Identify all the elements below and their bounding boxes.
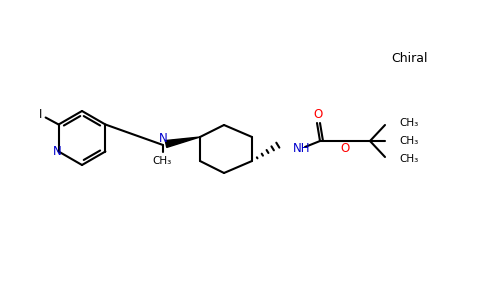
Text: O: O [340,142,349,155]
Text: N: N [53,145,62,158]
Text: CH₃: CH₃ [399,154,418,164]
Text: CH₃: CH₃ [399,136,418,146]
Text: CH₃: CH₃ [152,156,172,166]
Text: N: N [159,131,167,145]
Text: O: O [313,109,323,122]
Text: I: I [39,108,42,121]
Text: NH: NH [293,142,311,155]
Text: Chiral: Chiral [392,52,428,64]
Polygon shape [166,137,200,147]
Text: CH₃: CH₃ [399,118,418,128]
